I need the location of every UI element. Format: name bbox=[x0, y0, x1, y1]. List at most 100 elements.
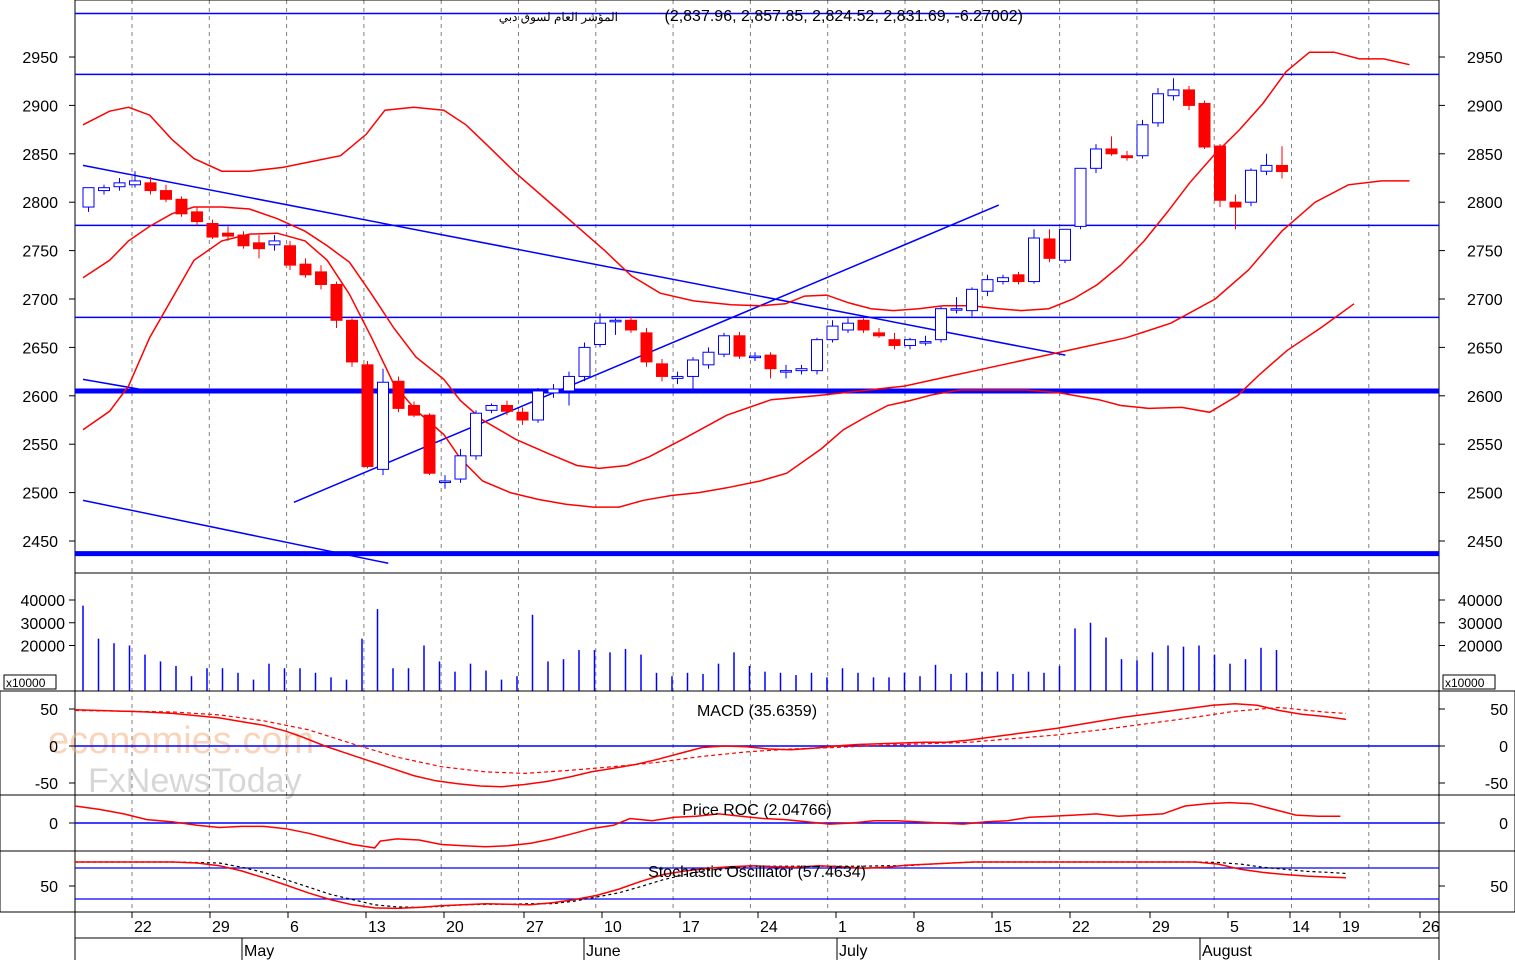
volume-tick-label-right: 20000 bbox=[1458, 639, 1503, 656]
candle-body bbox=[1121, 155, 1133, 159]
candle-body bbox=[1059, 228, 1071, 261]
price-tick-label-left: 2850 bbox=[22, 147, 58, 164]
price-tick-label-right: 2550 bbox=[1467, 437, 1503, 454]
candle-body bbox=[935, 308, 947, 341]
candle-body bbox=[1105, 148, 1118, 155]
trend-line bbox=[82, 164, 1066, 356]
candle-body bbox=[563, 375, 575, 392]
candle-body bbox=[439, 480, 451, 483]
candle bbox=[516, 407, 529, 425]
candle-body bbox=[656, 363, 668, 377]
price-tick-label-left: 2750 bbox=[22, 244, 58, 261]
date-tick-label: 10 bbox=[604, 919, 622, 936]
candlesticks bbox=[82, 78, 1288, 489]
month-label: July bbox=[839, 943, 867, 960]
candle-body bbox=[516, 411, 529, 421]
candle bbox=[439, 475, 451, 489]
candle-body bbox=[299, 263, 312, 276]
price-tick-label-left: 2700 bbox=[22, 292, 58, 309]
candle-body bbox=[609, 319, 622, 323]
candle bbox=[485, 403, 498, 414]
watermark: economies.com FxNewsToday bbox=[48, 720, 314, 800]
candle bbox=[299, 258, 312, 278]
candle bbox=[780, 364, 792, 379]
candle-body bbox=[330, 283, 343, 321]
month-label: August bbox=[1202, 943, 1252, 960]
macd-title: MACD (35.6359) bbox=[697, 703, 817, 720]
stochastic-k-line bbox=[75, 861, 1347, 910]
candle-body bbox=[144, 182, 157, 192]
macd-line bbox=[74, 703, 1347, 788]
price-tick-label-right: 2650 bbox=[1467, 340, 1503, 357]
candle-body bbox=[702, 351, 715, 366]
watermark-line-1: economies.com bbox=[48, 720, 314, 762]
candle bbox=[175, 196, 188, 217]
candle bbox=[1012, 271, 1025, 285]
candle-body bbox=[811, 339, 823, 372]
candle bbox=[470, 410, 482, 460]
date-tick-label: 29 bbox=[1152, 919, 1170, 936]
candle bbox=[1090, 144, 1102, 174]
candle-body bbox=[718, 335, 730, 355]
roc-axis-left: 0 bbox=[49, 816, 75, 833]
roc-line bbox=[74, 801, 1341, 849]
candle bbox=[1167, 78, 1180, 101]
candle-body bbox=[1136, 124, 1149, 157]
price-tick-label-right: 2800 bbox=[1467, 195, 1503, 212]
candle-body bbox=[268, 240, 281, 246]
price-tick-label-right: 2600 bbox=[1467, 389, 1503, 406]
candle-body bbox=[1229, 201, 1242, 208]
candle bbox=[718, 332, 730, 358]
candle bbox=[1028, 229, 1040, 284]
candle bbox=[268, 235, 281, 251]
trend-line bbox=[82, 378, 161, 394]
volume-tick-label-left: 20000 bbox=[21, 639, 66, 656]
price-tick-label-right: 2700 bbox=[1467, 292, 1503, 309]
candle bbox=[454, 449, 467, 483]
price-tick-label-left: 2550 bbox=[22, 437, 58, 454]
macd-axis-right: 50 0 -50 bbox=[1439, 702, 1508, 793]
candle bbox=[702, 347, 715, 369]
candle bbox=[919, 335, 932, 346]
candle bbox=[594, 313, 606, 348]
candle bbox=[966, 287, 978, 317]
date-tick-label: 24 bbox=[760, 919, 778, 936]
date-tick-label: 29 bbox=[212, 919, 230, 936]
price-tick-label-right: 2950 bbox=[1467, 50, 1503, 67]
date-tick-label: 20 bbox=[446, 919, 464, 936]
candle-body bbox=[315, 271, 327, 285]
candle bbox=[237, 231, 250, 249]
candle bbox=[98, 184, 110, 195]
candle-body bbox=[1276, 164, 1288, 173]
candle bbox=[1043, 229, 1056, 263]
candle-body bbox=[1260, 164, 1273, 172]
candle bbox=[1276, 146, 1288, 179]
candle-body bbox=[873, 332, 885, 337]
date-tick-label: 26 bbox=[1422, 919, 1440, 936]
price-tick-label-right: 2850 bbox=[1467, 147, 1503, 164]
price-tick-label-right: 2500 bbox=[1467, 486, 1503, 503]
roc-title: Price ROC (2.04766) bbox=[682, 802, 831, 819]
candle bbox=[873, 328, 885, 338]
watermark-line-2: FxNewsToday bbox=[88, 762, 302, 800]
candle-body bbox=[284, 245, 296, 266]
candle bbox=[346, 318, 358, 367]
price-tick-label-left: 2950 bbox=[22, 50, 58, 67]
candle-body bbox=[764, 354, 777, 370]
candle bbox=[795, 364, 808, 375]
candle bbox=[532, 388, 544, 423]
candle bbox=[811, 337, 823, 375]
date-tick-label: 8 bbox=[916, 919, 925, 936]
bollinger-lower bbox=[82, 232, 1355, 508]
date-ticks: 22 29 6 13 20 27 10 17 24 1 8 15 22 29 5 14 19 26 bbox=[131, 912, 1440, 936]
candle bbox=[222, 226, 234, 241]
macd-lines bbox=[74, 703, 1439, 788]
date-tick-label: 22 bbox=[134, 919, 152, 936]
month-ticks: May June July August bbox=[241, 938, 1252, 960]
candle-body bbox=[687, 359, 699, 377]
candle-body bbox=[1090, 148, 1102, 169]
candle bbox=[129, 171, 141, 188]
volume-tick-label-right: 40000 bbox=[1458, 593, 1503, 610]
price-tick-label-left: 2600 bbox=[22, 389, 58, 406]
